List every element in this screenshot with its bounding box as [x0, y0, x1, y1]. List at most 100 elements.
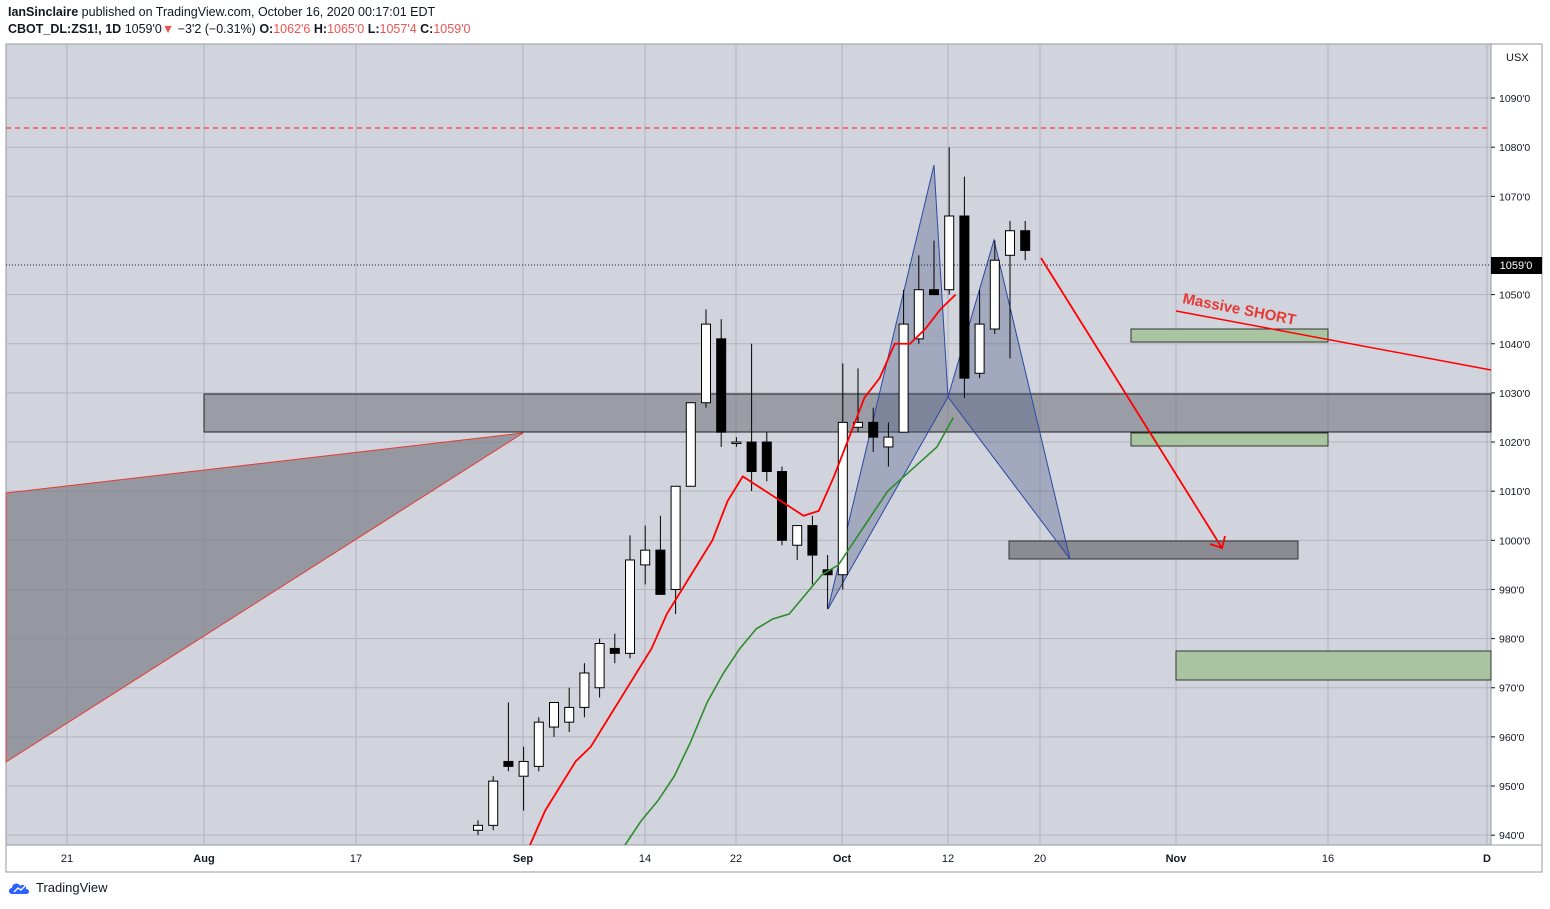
candle-body[interactable] [473, 824, 483, 831]
candle-body[interactable] [792, 525, 803, 546]
low-label: L: [367, 22, 380, 36]
x-tick-label: D [1483, 853, 1491, 865]
ema-fast-line[interactable] [529, 293, 957, 846]
published-text: published on TradingView.com, October 16… [81, 5, 436, 19]
candle-body[interactable] [913, 289, 924, 340]
candle-body[interactable] [1020, 230, 1031, 251]
author-name[interactable]: IanSinclaire [8, 5, 79, 19]
publish-info: IanSinclaire published on TradingView.co… [8, 5, 435, 19]
short-arrow-head [1209, 535, 1226, 550]
target-zone[interactable] [1008, 540, 1299, 560]
candle-body[interactable] [670, 485, 681, 590]
x-tick-label: 20 [1034, 853, 1046, 865]
ema-slow-line[interactable] [624, 417, 955, 846]
candle-body[interactable] [929, 289, 939, 296]
harmonic-bcd[interactable] [947, 238, 1071, 560]
y-tick-label: 1030'0 [1499, 388, 1530, 400]
candle-body[interactable] [959, 215, 970, 379]
last-price-tag [1491, 257, 1542, 274]
short-arrow-line[interactable] [1040, 257, 1223, 549]
candle-body[interactable] [594, 643, 605, 689]
y-tick-label: 1090'0 [1499, 93, 1530, 105]
wedge-triangle[interactable] [5, 432, 524, 763]
candle-body[interactable] [807, 525, 818, 556]
y-tick-label: 1080'0 [1499, 142, 1530, 154]
symbol-label[interactable]: CBOT_DL:ZS1!, 1D [8, 22, 122, 36]
candle-body[interactable] [1005, 230, 1015, 256]
x-tick-label: Sep [513, 853, 533, 865]
tradingview-cloud-icon [9, 883, 29, 894]
candle-body[interactable] [609, 647, 620, 654]
y-tick-label: 1040'0 [1499, 339, 1530, 351]
moving-averages [529, 293, 957, 846]
price-change: −3'2 (−0.31%) [177, 22, 256, 36]
time-axis-area[interactable] [5, 844, 1543, 873]
low-value: 1057'4 [379, 22, 417, 36]
candles [473, 147, 1031, 836]
close-label: C: [420, 22, 434, 36]
time-axis: 21 Aug 17 Sep 14 22 Oct 12 20 Nov 16 D [61, 853, 1491, 865]
y-tick-label: 1070'0 [1499, 191, 1530, 203]
trend-line-red[interactable] [1175, 310, 1492, 371]
candle-body[interactable] [503, 760, 514, 767]
candle-body[interactable] [989, 259, 1000, 330]
candle-body[interactable] [944, 215, 955, 291]
y-tick-label: 950'0 [1499, 781, 1525, 793]
currency-label: USX [1506, 52, 1529, 64]
ohlc-legend: CBOT_DL:ZS1!, 1D 1059'0▼ −3'2 (−0.31%) O… [8, 22, 471, 36]
open-value: 1062'6 [273, 22, 311, 36]
drawings [5, 127, 1492, 763]
candle-body[interactable] [655, 549, 666, 595]
y-tick-label: 990'0 [1499, 584, 1525, 596]
x-tick-label: Aug [193, 853, 214, 865]
close-value: 1059'0 [433, 22, 471, 36]
candle-body[interactable] [685, 402, 696, 487]
x-tick-label: 16 [1322, 853, 1334, 865]
open-label: O: [259, 22, 274, 36]
x-tick-label: 21 [61, 853, 73, 865]
candle-body[interactable] [518, 760, 529, 777]
candle-body[interactable] [974, 323, 985, 374]
candle-body[interactable] [731, 441, 742, 445]
high-label: H: [313, 22, 328, 36]
last-price: 1059'0 [124, 22, 162, 36]
candle-body[interactable] [625, 559, 635, 654]
harmonic-xab[interactable] [827, 164, 949, 610]
candle-body[interactable] [488, 780, 499, 826]
candle-body[interactable] [746, 441, 757, 473]
candle-body[interactable] [716, 338, 727, 433]
down-arrow-icon: ▼ [161, 22, 175, 36]
candle-body[interactable] [883, 436, 894, 448]
candle-body[interactable] [579, 672, 590, 708]
candle-body[interactable] [777, 471, 787, 541]
candle-body[interactable] [549, 701, 559, 728]
candle-body[interactable] [701, 323, 711, 404]
tradingview-logo[interactable]: TradingView [8, 880, 108, 895]
candle-body[interactable] [837, 421, 848, 576]
green-zone-1[interactable] [1130, 328, 1329, 343]
x-tick-label: Nov [1166, 853, 1188, 865]
candle-body[interactable] [564, 706, 575, 723]
candle-body[interactable] [898, 323, 909, 433]
candle-body[interactable] [533, 721, 544, 767]
y-tick-label: 940'0 [1499, 830, 1525, 842]
y-tick-label: 960'0 [1499, 732, 1525, 744]
y-tick-label: 1000'0 [1499, 535, 1530, 547]
x-tick-label: 17 [350, 853, 362, 865]
y-tick-label: 1020'0 [1499, 437, 1530, 449]
y-tick-label: 970'0 [1499, 683, 1525, 695]
brand-name: TradingView [36, 880, 108, 895]
y-tick-label: 1050'0 [1499, 290, 1530, 302]
x-tick-label: 12 [942, 853, 954, 865]
y-tick-label: 1010'0 [1499, 486, 1530, 498]
y-tick-label: 980'0 [1499, 634, 1525, 646]
green-zone-3[interactable] [1175, 650, 1492, 681]
green-zone-2[interactable] [1130, 432, 1329, 447]
last-price-tag-text: 1059'0 [1500, 260, 1533, 272]
candle-body[interactable] [868, 421, 879, 438]
candle-body[interactable] [761, 441, 772, 473]
price-axis: 1090'0 1080'0 1070'0 1050'0 1040'0 1030'0 1020… [1491, 93, 1530, 842]
candle-body[interactable] [640, 549, 651, 566]
x-tick-label: Oct [833, 853, 852, 865]
